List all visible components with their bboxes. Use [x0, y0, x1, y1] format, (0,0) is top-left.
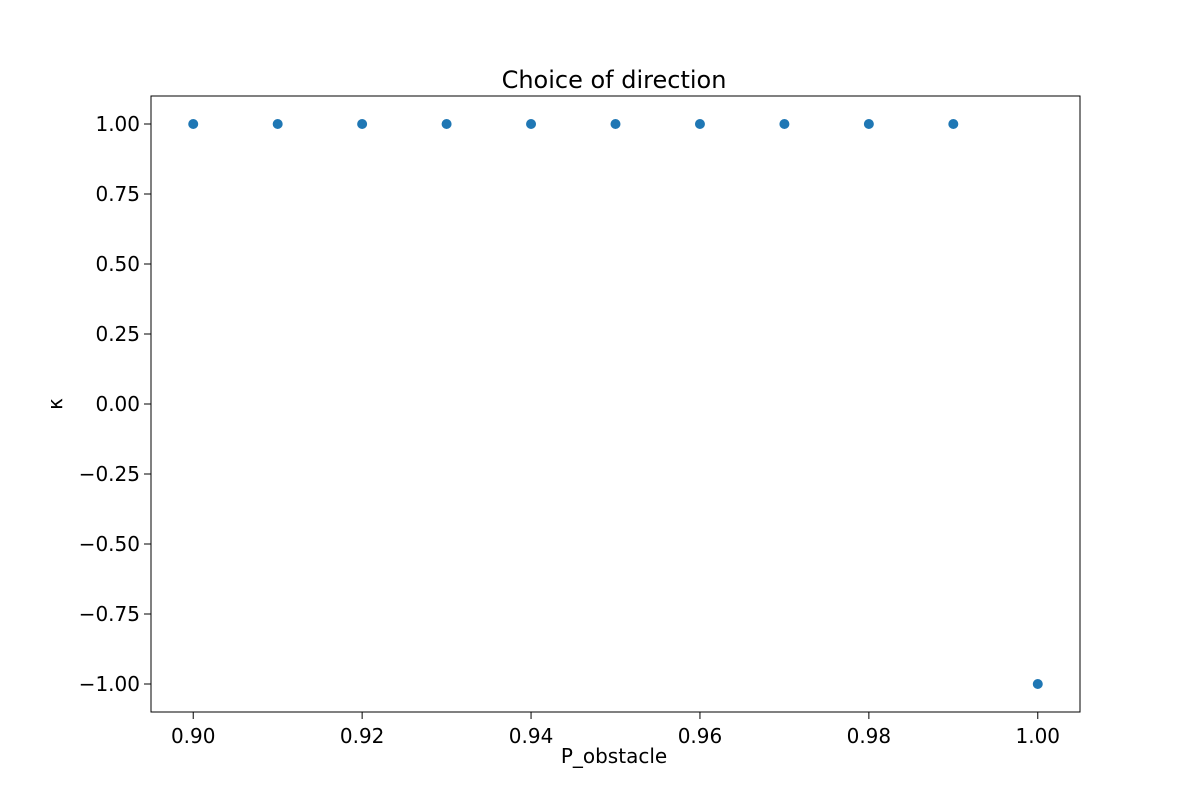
data-point	[1032, 679, 1043, 689]
y-tick-label: −0.75	[79, 602, 140, 626]
y-tick-label: 0.25	[95, 322, 140, 346]
y-tick-label: 1.00	[95, 112, 140, 136]
data-point	[779, 119, 790, 129]
y-tick-label: 0.75	[95, 182, 140, 206]
x-tick-label: 0.96	[678, 724, 723, 748]
data-point	[441, 119, 452, 129]
x-tick-label: 1.00	[1016, 724, 1061, 748]
data-point	[188, 119, 199, 129]
data-point	[694, 119, 705, 129]
x-tick-label: 0.92	[340, 724, 385, 748]
y-tick-label: 0.50	[95, 252, 140, 276]
y-tick-label: −0.50	[79, 532, 140, 556]
y-tick-label: −0.25	[79, 462, 140, 486]
data-point	[948, 119, 959, 129]
data-points	[188, 119, 1043, 689]
data-point	[357, 119, 368, 129]
chart-title: Choice of direction	[502, 66, 727, 94]
plot-frame	[150, 95, 1081, 713]
y-axis-label: κ	[43, 398, 67, 410]
y-tick-label: −1.00	[79, 672, 140, 696]
x-tick-label: 0.94	[509, 724, 554, 748]
data-point	[863, 119, 874, 129]
y-tick-label: 0.00	[95, 392, 140, 416]
data-point	[272, 119, 283, 129]
x-tick-label: 0.98	[847, 724, 892, 748]
data-point	[526, 119, 537, 129]
x-axis: 0.90 0.92 0.94 0.96 0.98 1.00	[171, 712, 1060, 748]
x-tick-label: 0.90	[171, 724, 216, 748]
y-axis: 1.00 0.75 0.50 0.25 0.00 −0.25 −0.50 −0.75 −1.00	[79, 112, 151, 696]
x-axis-label: P_obstacle	[561, 744, 667, 768]
data-point	[610, 119, 621, 129]
